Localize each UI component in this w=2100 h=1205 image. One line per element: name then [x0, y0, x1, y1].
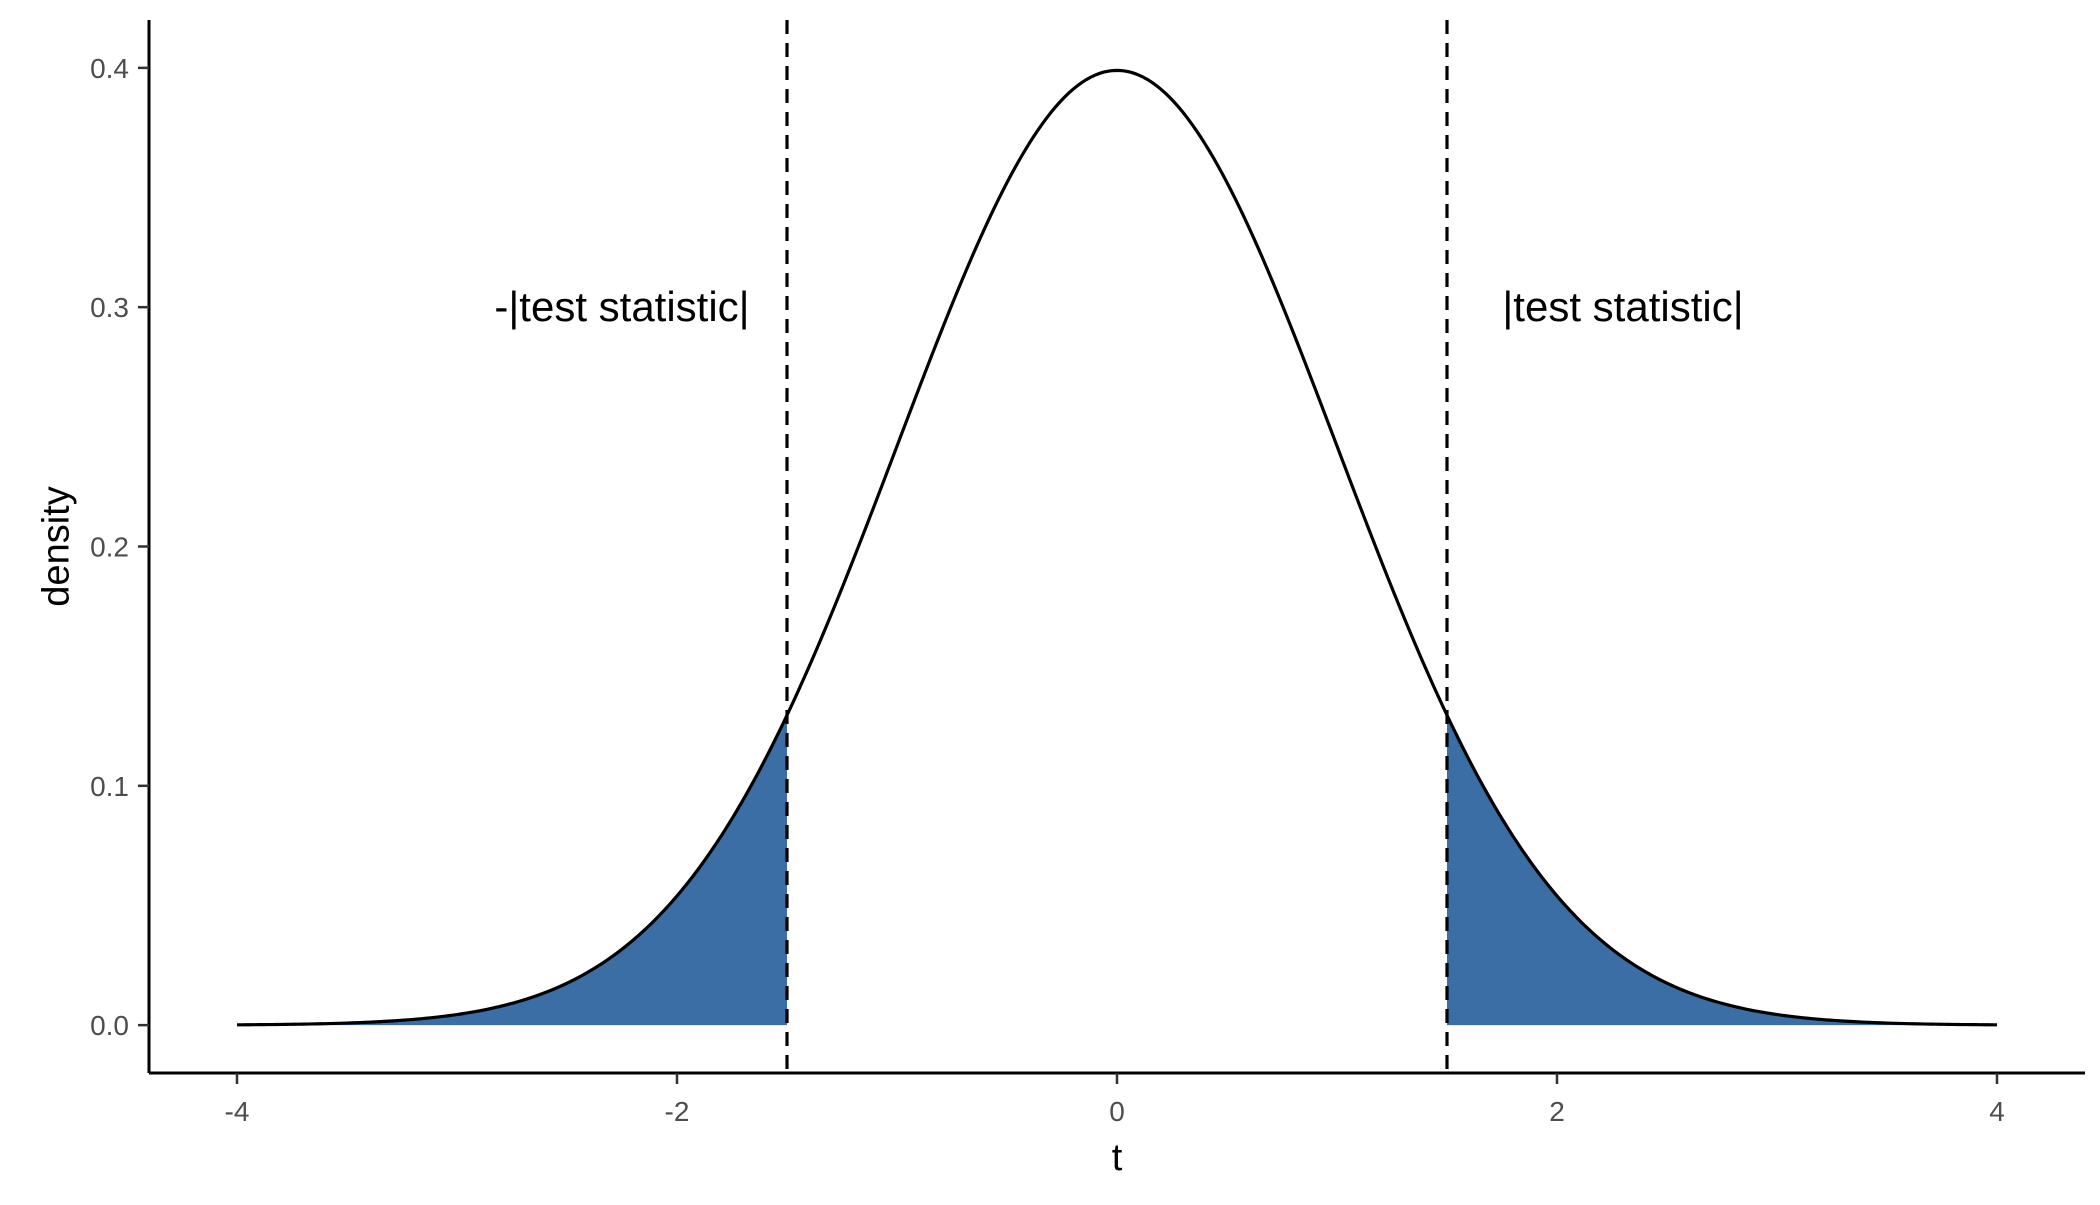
y-tick-label: 0.4 [90, 53, 129, 84]
density-curve [236, 68, 1998, 1027]
right-tail-area [1447, 715, 1997, 1026]
y-tick-label: 0.2 [90, 532, 129, 563]
y-tick-label: 0.0 [90, 1010, 129, 1041]
y-tick-label: 0.3 [90, 292, 129, 323]
neg-test-statistic-label: -|test statistic| [494, 283, 749, 330]
x-tick-label: -4 [225, 1096, 250, 1127]
x-tick-label: 4 [1989, 1096, 2005, 1127]
left-tail-area [237, 715, 787, 1026]
curve-layer [236, 68, 1998, 1027]
x-tick-label: 0 [1109, 1096, 1125, 1127]
fill-layer [237, 715, 1997, 1026]
axis-layer: -4 -2 0 2 4 0.0 0.1 0.2 0.3 0.4 [90, 20, 2085, 1127]
vline-layer [785, 20, 1449, 1073]
x-tick-label: 2 [1549, 1096, 1565, 1127]
pos-test-statistic-label: |test statistic| [1502, 283, 1743, 330]
x-tick-label: -2 [665, 1096, 690, 1127]
x-axis-title: t [1112, 1137, 1123, 1179]
y-tick-label: 0.1 [90, 771, 129, 802]
y-axis-title: density [35, 486, 77, 606]
label-layer: t density -|test statistic| |test statist… [35, 283, 1743, 1179]
